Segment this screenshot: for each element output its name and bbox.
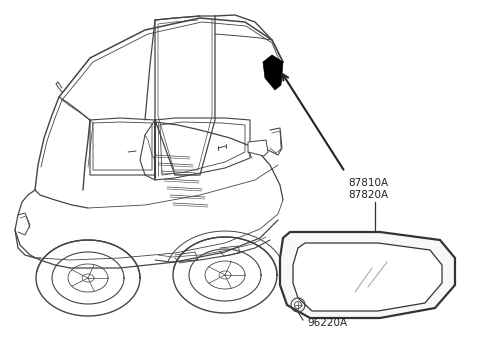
Text: 87820A: 87820A (348, 190, 388, 200)
Polygon shape (248, 140, 268, 156)
Text: 96220A: 96220A (307, 318, 347, 328)
Polygon shape (293, 243, 442, 311)
Polygon shape (280, 232, 455, 318)
Polygon shape (263, 55, 283, 90)
Text: 87810A: 87810A (348, 178, 388, 188)
